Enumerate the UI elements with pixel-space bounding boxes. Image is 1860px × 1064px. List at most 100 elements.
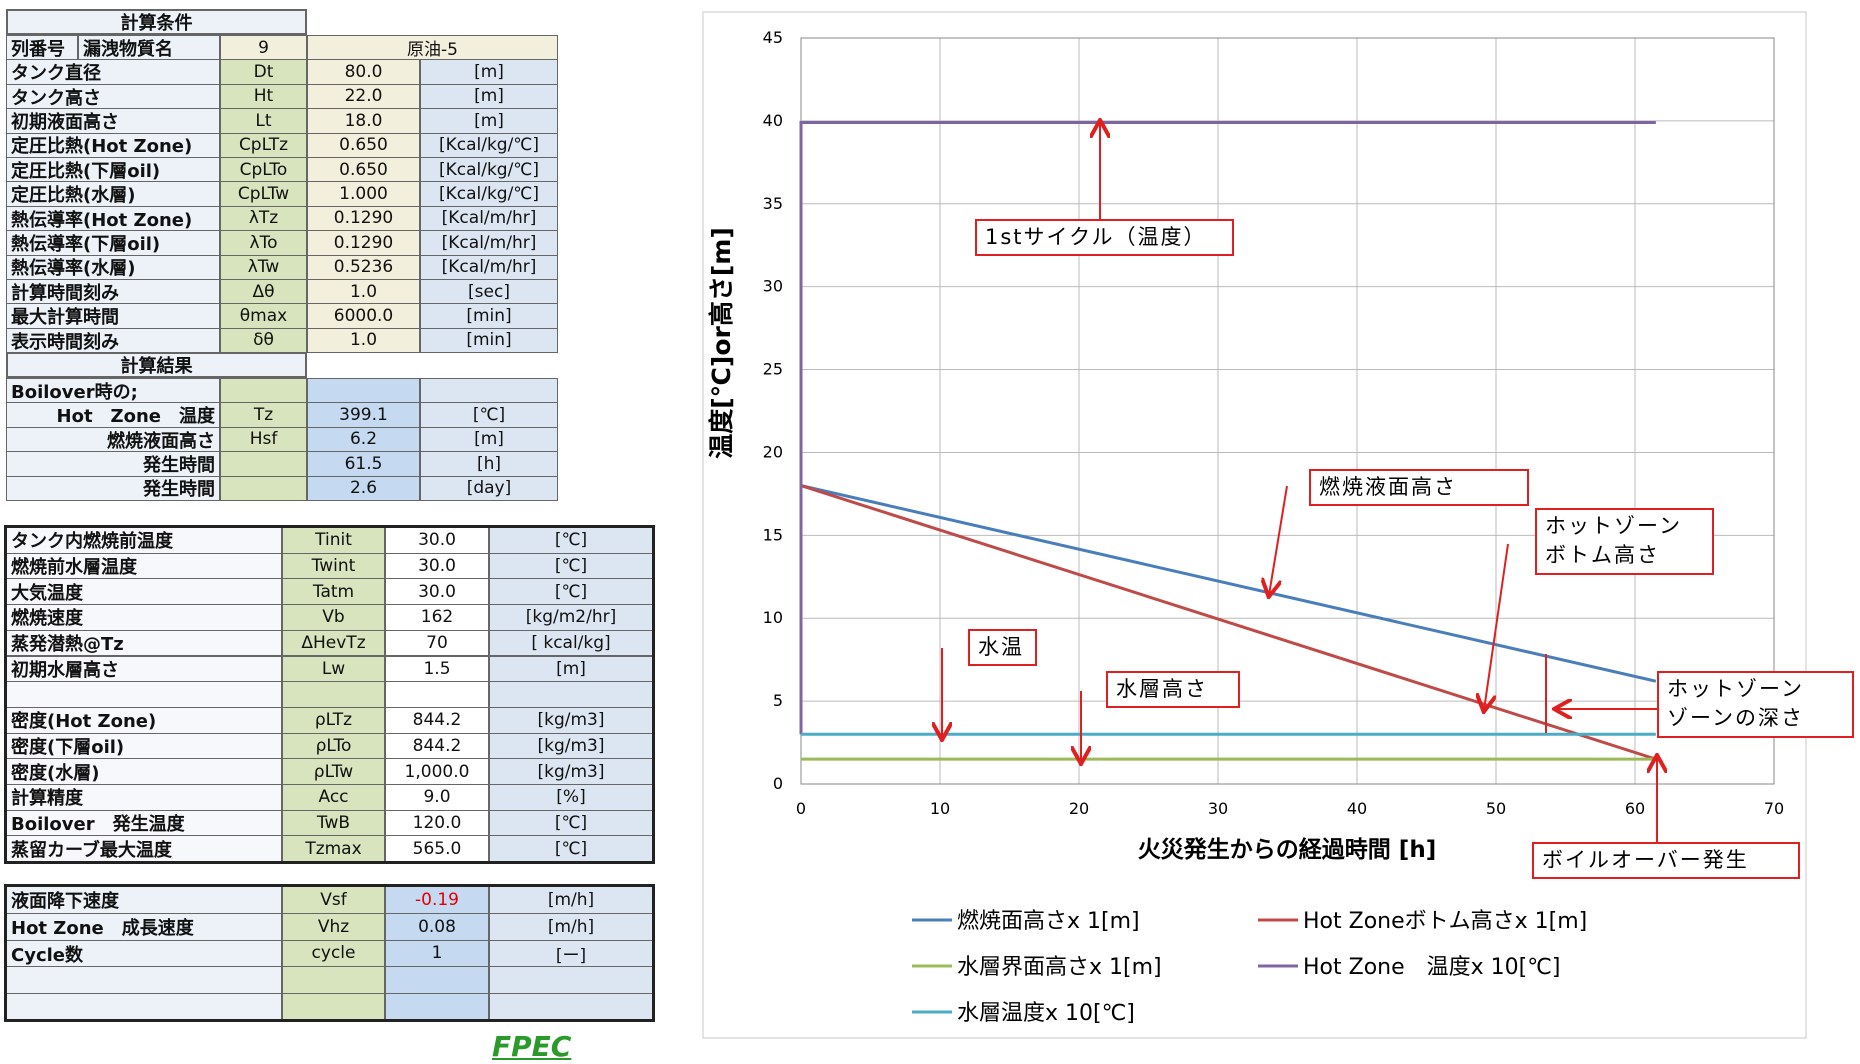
x-tick-label: 50: [1486, 799, 1506, 818]
table-cell: 計算時間刻み: [6, 279, 220, 305]
table-cell: Tzmax: [282, 835, 385, 863]
table-cell: Δθ: [220, 279, 307, 305]
y-tick-label: 10: [763, 608, 783, 627]
y-tick-label: 0: [773, 774, 783, 793]
table-cell: [%]: [489, 784, 653, 811]
series-line: [799, 121, 1656, 735]
table-cell: タンク内燃焼前温度: [6, 527, 282, 554]
table-cell: λTw: [220, 254, 307, 280]
annotation: 水温: [968, 629, 1037, 667]
series-line: [800, 484, 1657, 683]
table-cell: [kg/m2/hr]: [489, 604, 653, 631]
table-cell: 399.1: [307, 402, 420, 428]
table-cell: 初期水層高さ: [6, 655, 282, 683]
x-tick-label: 40: [1347, 799, 1367, 818]
table-cell: Hot Zone 温度: [6, 402, 220, 428]
table-cell: 0.650: [307, 157, 420, 183]
table-cell: 燃焼前水層温度: [6, 552, 282, 580]
table-cell: 1.000: [307, 181, 420, 207]
table-cell: Vb: [282, 604, 385, 631]
x-tick-label: 60: [1625, 799, 1645, 818]
table-cell: タンク高さ: [6, 83, 220, 110]
legend-label: Hot Zone 温度x 10[℃]: [1303, 955, 1561, 980]
table-cell: 定圧比熱(下層oil): [6, 157, 220, 183]
table-cell: Boilover時の;: [6, 378, 220, 404]
table-frame: [4, 884, 655, 1022]
table-cell: [220, 475, 307, 501]
annotation: ボイルオーバー発生: [1532, 842, 1800, 880]
table-cell: 熱伝導率(下層oil): [6, 230, 220, 256]
y-tick-label: 5: [773, 691, 783, 710]
y-tick-label: 15: [763, 525, 783, 544]
table-cell: 6000.0: [307, 303, 420, 329]
table-cell: ΔHevTz: [282, 629, 385, 657]
table-cell: 61.5: [307, 451, 420, 477]
table-cell: [ー]: [489, 939, 653, 968]
table-cell: 熱伝導率(水層): [6, 254, 220, 280]
table-cell: [Kcal/m/hr]: [420, 230, 558, 256]
table-cell: タンク直径: [6, 59, 220, 85]
table-cell: 22.0: [307, 83, 420, 110]
x-tick-label: 0: [796, 799, 806, 818]
table-cell: 0.08: [385, 912, 489, 941]
y-axis-label: 温度[℃]or高さ[m]: [707, 227, 736, 459]
annotation: ホットゾーン ゾーンの深さ: [1657, 671, 1854, 738]
y-tick-label: 40: [763, 111, 783, 130]
annotation: 1stサイクル（温度）: [975, 219, 1234, 257]
table-cell: Acc: [282, 784, 385, 811]
table-cell: Lt: [220, 108, 307, 134]
table-cell: λTo: [220, 230, 307, 256]
table-cell: -0.19: [385, 886, 489, 914]
table-cell: 1.0: [307, 327, 420, 354]
series-line: [800, 484, 1657, 761]
table-cell: Hsf: [220, 426, 307, 453]
table-cell: [282, 966, 385, 995]
legend-label: Hot Zoneボトム高さx 1[m]: [1303, 909, 1587, 934]
table-cell: Dt: [220, 59, 307, 85]
table-cell: 1.0: [307, 279, 420, 305]
table-cell: 1: [385, 939, 489, 968]
table-cell: 表示時間刻み: [6, 327, 220, 354]
y-tick-label: 30: [763, 277, 783, 296]
table-cell: [ kcal/kg]: [489, 629, 653, 657]
table-cell: Tatm: [282, 578, 385, 606]
table-cell: [307, 378, 420, 404]
table-cell: [sec]: [420, 279, 558, 305]
callout-arrow: [1269, 485, 1288, 595]
table-cell: 漏洩物質名: [78, 35, 220, 61]
table-cell: 18.0: [307, 108, 420, 134]
table-cell: Lw: [282, 655, 385, 683]
table-cell: [420, 378, 558, 404]
table-cell: 定圧比熱(Hot Zone): [6, 132, 220, 158]
callout-arrow: [1484, 543, 1509, 710]
table-cell: 1.5: [385, 655, 489, 683]
table-cell: 0.5236: [307, 254, 420, 280]
table-cell: [℃]: [489, 835, 653, 863]
table-frame: [4, 525, 655, 864]
x-tick-label: 20: [1069, 799, 1089, 818]
table-cell: [h]: [420, 451, 558, 477]
table-cell: [m]: [420, 108, 558, 134]
x-tick-label: 70: [1764, 799, 1784, 818]
x-tick-label: 30: [1208, 799, 1228, 818]
y-tick-label: 25: [763, 360, 783, 379]
table-cell: λTz: [220, 205, 307, 232]
table-cell: [kg/m3]: [489, 758, 653, 785]
table-cell: 0.1290: [307, 230, 420, 256]
table-cell: 844.2: [385, 706, 489, 734]
logo: FPEC: [492, 1030, 572, 1063]
table-cell: ρLTw: [282, 758, 385, 785]
table-cell: 1,000.0: [385, 758, 489, 785]
table-cell: 燃焼液面高さ: [6, 426, 220, 453]
table-cell: [m]: [420, 426, 558, 453]
table-cell: 80.0: [307, 59, 420, 85]
table-cell: 120.0: [385, 809, 489, 837]
table-cell: 2.6: [307, 475, 420, 501]
table-cell: 初期液面高さ: [6, 108, 220, 134]
legend-label: 水層界面高さx 1[m]: [957, 955, 1162, 980]
table-cell: [220, 378, 307, 404]
table-cell: ρLTz: [282, 706, 385, 734]
table-cell: CpLTz: [220, 132, 307, 158]
table-cell: 発生時間: [6, 475, 220, 501]
